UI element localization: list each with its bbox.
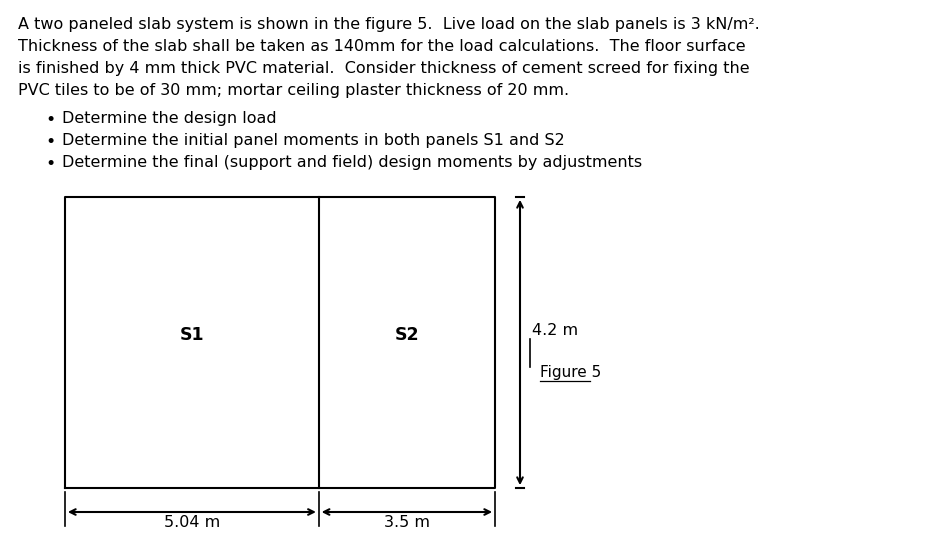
Text: •: • — [45, 155, 55, 173]
Text: Figure 5: Figure 5 — [540, 365, 601, 380]
Text: •: • — [45, 133, 55, 151]
Text: Determine the design load: Determine the design load — [62, 111, 277, 126]
Text: •: • — [45, 111, 55, 129]
Text: A two paneled slab system is shown in the figure 5.  Live load on the slab panel: A two paneled slab system is shown in th… — [18, 17, 760, 32]
Text: Thickness of the slab shall be taken as 140mm for the load calculations.  The fl: Thickness of the slab shall be taken as … — [18, 39, 746, 54]
Text: 3.5 m: 3.5 m — [384, 515, 430, 530]
Text: S1: S1 — [180, 326, 204, 344]
Text: Determine the final (support and field) design moments by adjustments: Determine the final (support and field) … — [62, 155, 642, 170]
Text: PVC tiles to be of 30 mm; mortar ceiling plaster thickness of 20 mm.: PVC tiles to be of 30 mm; mortar ceiling… — [18, 83, 569, 98]
Text: 5.04 m: 5.04 m — [164, 515, 220, 530]
Text: Determine the initial panel moments in both panels S1 and S2: Determine the initial panel moments in b… — [62, 133, 565, 148]
Text: S2: S2 — [394, 326, 419, 344]
Text: 4.2 m: 4.2 m — [532, 323, 578, 338]
Text: is finished by 4 mm thick PVC material.  Consider thickness of cement screed for: is finished by 4 mm thick PVC material. … — [18, 61, 749, 76]
